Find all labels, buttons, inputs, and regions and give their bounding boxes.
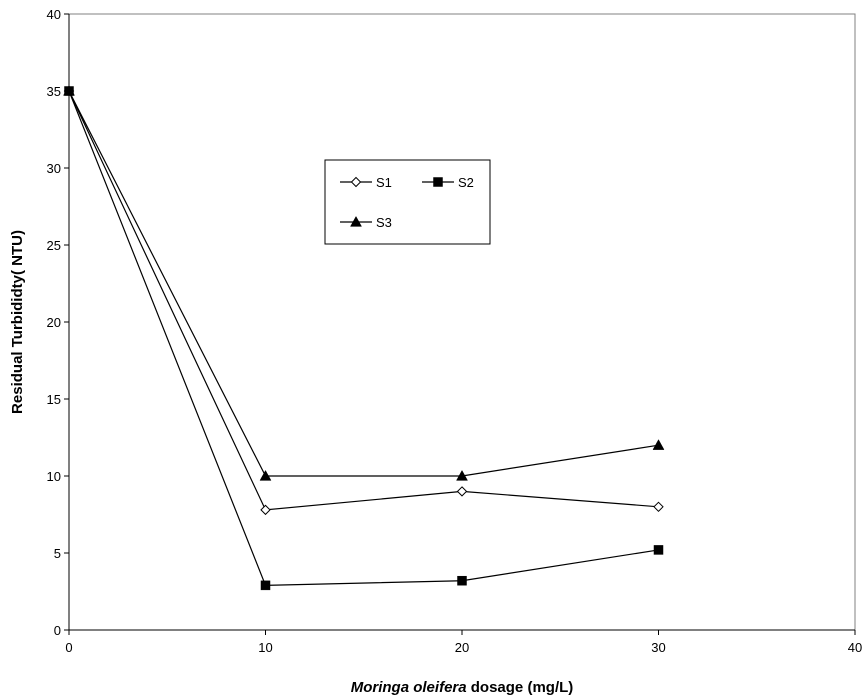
y-tick-label: 10 (47, 469, 61, 484)
series-line-S2 (68, 90, 659, 586)
axes: 0 5 10 15 20 25 30 35 40 0 10 20 30 40 (47, 7, 863, 655)
series-line-S1 (68, 90, 659, 511)
legend-entry-S1: S1 (340, 175, 392, 190)
x-axis-title-rest: dosage (mg/L) (467, 679, 574, 696)
x-axis-title-italic: Moringa oleifera (351, 679, 467, 696)
y-tick-label: 5 (54, 546, 61, 561)
legend-label: S3 (376, 215, 392, 230)
x-tick-label: 20 (455, 640, 469, 655)
y-axis-title: Residual Turbididty( NTU) (9, 230, 26, 414)
legend-label: S2 (458, 175, 474, 190)
legend-marker (350, 215, 362, 227)
data-point-S3 (63, 84, 75, 96)
series-S3 (63, 84, 665, 481)
legend-box (324, 159, 491, 245)
data-point-S3 (456, 469, 468, 481)
y-tick-label: 30 (47, 161, 61, 176)
data-point-S1 (653, 501, 664, 513)
legend-marker (350, 176, 362, 188)
y-tick-label: 35 (47, 84, 61, 99)
y-tick-label: 0 (54, 623, 61, 638)
x-tick-label: 10 (258, 640, 272, 655)
legend-entry-S2: S2 (422, 175, 474, 190)
y-tick-label: 15 (47, 392, 61, 407)
data-point-S2 (457, 575, 467, 586)
data-point-S2 (653, 545, 664, 555)
data-point-S1 (260, 504, 271, 516)
legend-marker (433, 177, 443, 187)
x-tick-label: 40 (848, 640, 862, 655)
legend-entry-S3: S3 (340, 215, 392, 230)
legend-label: S1 (376, 175, 392, 190)
x-axis-title: Moringa oleifera dosage (mg/L) (351, 679, 574, 696)
y-tick-label: 25 (47, 238, 61, 253)
x-tick-label: 0 (65, 640, 72, 655)
series-S1 (63, 85, 664, 516)
x-tick-label: 30 (651, 640, 665, 655)
data-point-S1 (456, 486, 468, 497)
series-line-S3 (68, 90, 659, 477)
y-tick-label: 40 (47, 7, 61, 22)
data-point-S2 (260, 580, 271, 591)
data-point-S3 (259, 469, 272, 481)
series-layer (63, 84, 665, 591)
y-tick-label: 20 (47, 315, 61, 330)
legend: S1 S2 S3 (324, 159, 491, 245)
data-point-S3 (652, 439, 665, 450)
